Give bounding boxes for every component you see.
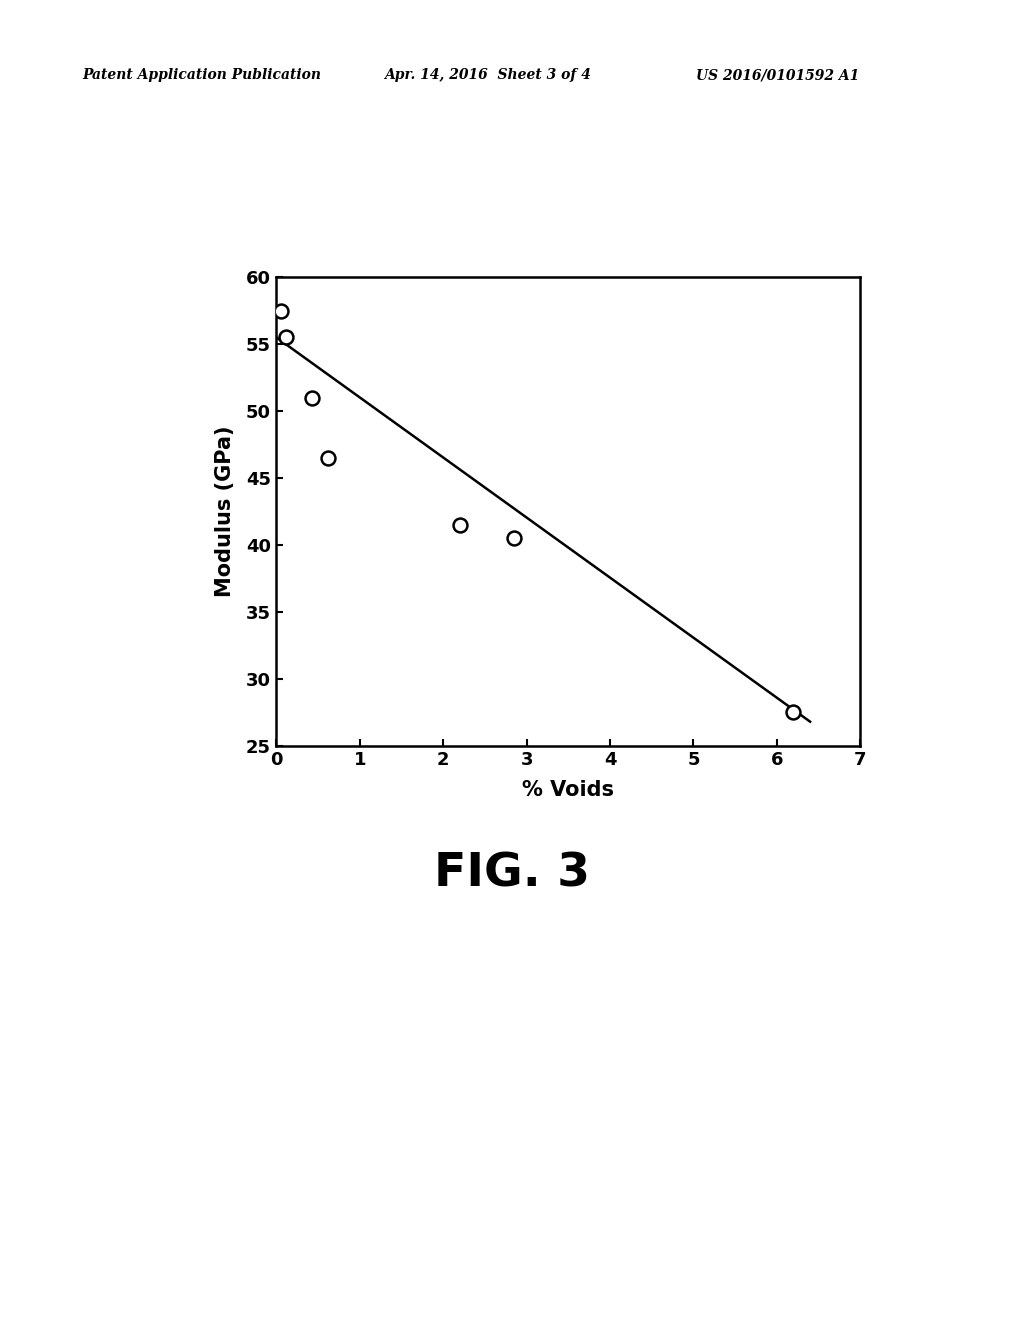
Point [272, 300, 289, 321]
Text: Patent Application Publication: Patent Application Publication [82, 69, 321, 82]
Y-axis label: Modulus (GPa): Modulus (GPa) [215, 426, 234, 597]
Point [279, 327, 295, 348]
X-axis label: % Voids: % Voids [522, 780, 614, 800]
Point [303, 387, 319, 408]
Point [452, 515, 468, 536]
Point [319, 447, 336, 469]
Text: Apr. 14, 2016  Sheet 3 of 4: Apr. 14, 2016 Sheet 3 of 4 [384, 69, 591, 82]
Point [506, 528, 522, 549]
Point [785, 702, 802, 723]
Text: FIG. 3: FIG. 3 [434, 851, 590, 896]
Text: US 2016/0101592 A1: US 2016/0101592 A1 [696, 69, 859, 82]
